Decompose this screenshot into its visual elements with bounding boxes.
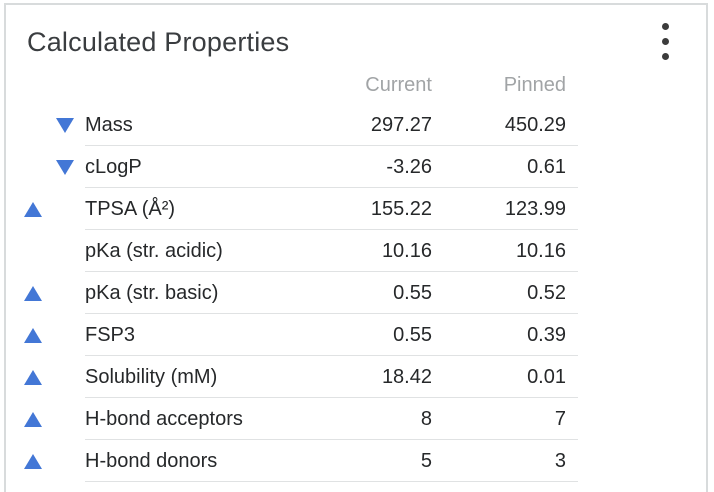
trend-down-cell: [52, 356, 78, 398]
property-current-value: 297.27: [370, 113, 432, 136]
properties-table: Mass 297.27 450.29 cLogP -3.26 0.61 TPSA…: [6, 104, 578, 482]
pinned-column-header: Pinned: [503, 74, 566, 96]
property-current-value: 18.42: [381, 365, 432, 388]
property-row: Mass 297.27 450.29: [6, 104, 578, 146]
property-current-value: 0.55: [393, 323, 432, 346]
property-row: H-bond donors 5 3: [6, 440, 578, 482]
trend-down-cell: [52, 440, 78, 482]
trend-down-cell: [52, 146, 78, 188]
property-pinned-value: 450.29: [504, 113, 566, 136]
property-label: pKa (str. basic): [85, 281, 219, 304]
property-pinned-value: 0.01: [527, 365, 566, 388]
property-row: H-bond acceptors 8 7: [6, 398, 578, 440]
property-row: TPSA (Å²) 155.22 123.99: [6, 188, 578, 230]
trend-down-icon: [56, 159, 74, 175]
trend-up-cell: [14, 230, 52, 272]
trend-up-icon: [24, 201, 42, 217]
property-row: FSP3 0.55 0.39: [6, 314, 578, 356]
current-column-header: Current: [365, 74, 432, 96]
property-current-value: 8: [420, 407, 432, 430]
property-row: pKa (str. basic) 0.55 0.52: [6, 272, 578, 314]
property-pinned-value: 10.16: [515, 239, 566, 262]
trend-up-cell: [14, 314, 52, 356]
trend-up-cell: [14, 398, 52, 440]
column-header-spacer: [14, 67, 52, 104]
trend-up-cell: [14, 356, 52, 398]
trend-down-cell: [52, 272, 78, 314]
trend-up-icon: [24, 285, 42, 301]
property-pinned-value: 3: [554, 449, 566, 472]
property-current-value: -3.26: [386, 155, 432, 178]
property-pinned-value: 0.52: [527, 281, 566, 304]
trend-down-cell: [52, 230, 78, 272]
calculated-properties-panel: Calculated Properties Current Pinned Mas…: [4, 3, 708, 492]
property-label: TPSA (Å²): [85, 197, 176, 220]
trend-up-cell: [14, 104, 52, 146]
property-label: Solubility (mM): [85, 365, 218, 388]
property-pinned-value: 0.61: [527, 155, 566, 178]
kebab-dot-icon: [661, 22, 669, 30]
trend-up-icon: [24, 453, 42, 469]
trend-up-cell: [14, 188, 52, 230]
property-row: Solubility (mM) 18.42 0.01: [6, 356, 578, 398]
kebab-dot-icon: [661, 52, 669, 60]
trend-down-icon: [56, 117, 74, 133]
column-header-spacer: [78, 67, 280, 104]
property-label: H-bond donors: [85, 449, 218, 472]
property-row: cLogP -3.26 0.61: [6, 146, 578, 188]
trend-up-icon: [24, 411, 42, 427]
property-pinned-value: 0.39: [527, 323, 566, 346]
panel-title: Calculated Properties: [27, 27, 290, 57]
trend-down-cell: [52, 398, 78, 440]
trend-up-icon: [24, 327, 42, 343]
trend-down-cell: [52, 104, 78, 146]
trend-up-cell: [14, 272, 52, 314]
trend-up-cell: [14, 146, 52, 188]
kebab-dot-icon: [661, 37, 669, 45]
trend-down-cell: [52, 188, 78, 230]
property-current-value: 155.22: [370, 197, 432, 220]
property-label: pKa (str. acidic): [85, 239, 223, 262]
property-current-value: 10.16: [381, 239, 432, 262]
property-label: H-bond acceptors: [85, 407, 243, 430]
property-current-value: 0.55: [393, 281, 432, 304]
kebab-menu-button[interactable]: [651, 17, 679, 65]
column-header-row: Current Pinned: [6, 67, 578, 104]
trend-up-cell: [14, 440, 52, 482]
property-label: FSP3: [85, 323, 136, 346]
property-current-value: 5: [420, 449, 432, 472]
property-pinned-value: 7: [554, 407, 566, 430]
property-pinned-value: 123.99: [504, 197, 566, 220]
property-label: Mass: [85, 113, 133, 136]
property-row: pKa (str. acidic) 10.16 10.16: [6, 230, 578, 272]
trend-up-icon: [24, 369, 42, 385]
trend-down-cell: [52, 314, 78, 356]
property-label: cLogP: [85, 155, 142, 178]
column-header-spacer: [52, 67, 78, 104]
